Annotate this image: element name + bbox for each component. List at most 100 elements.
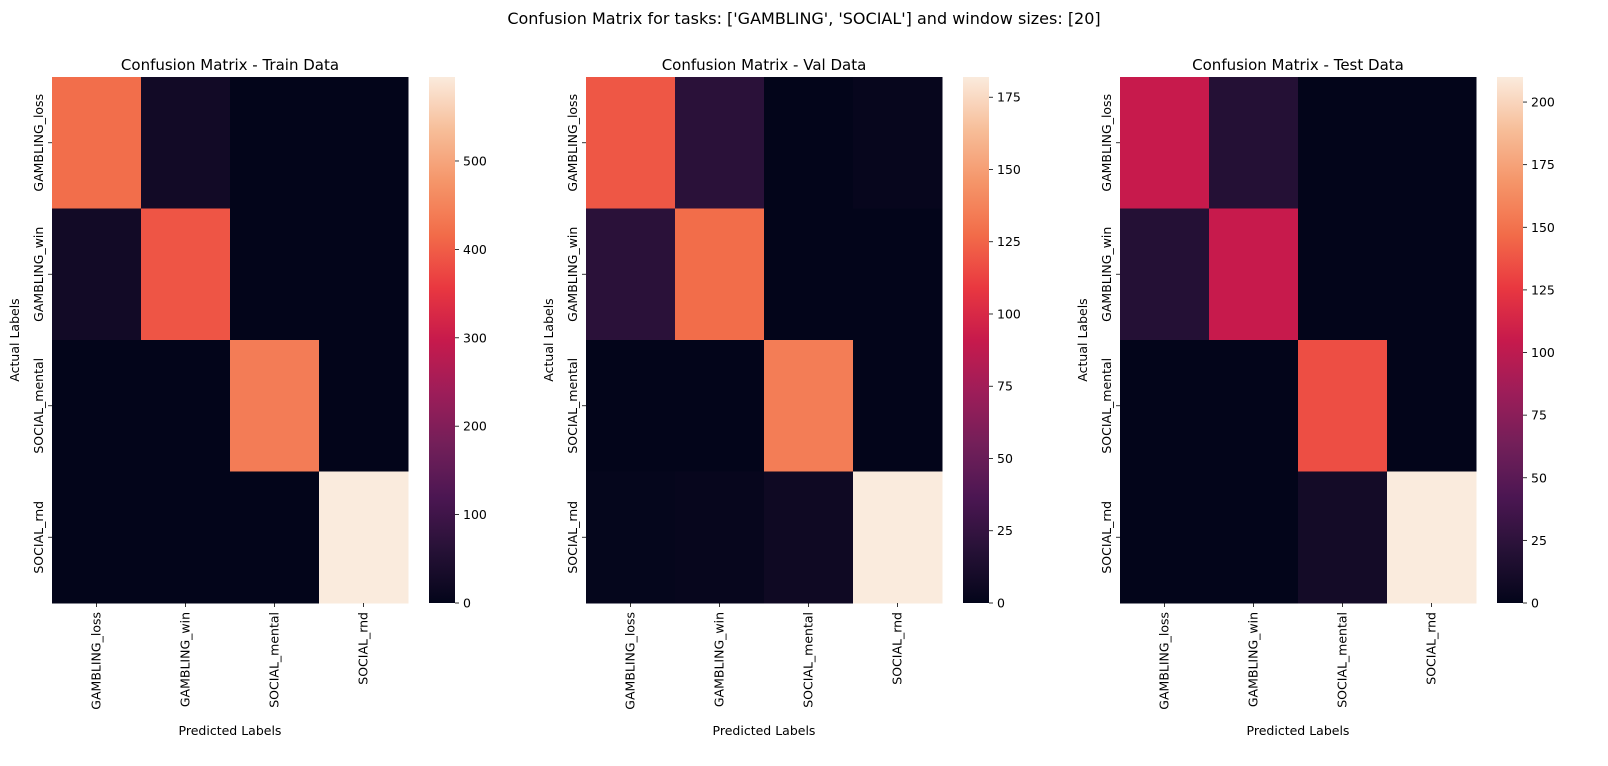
colorbar-tick-label: 200 — [1531, 95, 1555, 110]
heatmap-panel-3: Confusion Matrix - Test Data GAMBLING_los… — [1075, 56, 1555, 738]
colorbar-tick-label: 0 — [463, 596, 471, 611]
heatmap-cell — [1209, 208, 1299, 341]
heatmap-cell — [1387, 340, 1477, 472]
y-tick-label: GAMBLING_loss — [1099, 94, 1114, 192]
heatmap-cell — [586, 340, 676, 472]
colorbar-tick-label: 200 — [463, 419, 487, 434]
heatmap-cell — [1209, 77, 1299, 209]
heatmap-cell — [1120, 471, 1210, 604]
heatmap-cell — [853, 471, 943, 604]
y-tick-label: GAMBLING_loss — [31, 94, 46, 192]
heatmap-cell — [141, 471, 231, 604]
colorbar-tick-label: 150 — [997, 162, 1021, 177]
colorbar-tick-label: 75 — [997, 379, 1013, 394]
y-tick-label: GAMBLING_win — [565, 227, 580, 322]
y-tick-label: SOCIAL_mental — [565, 358, 580, 454]
heatmap-cell — [230, 340, 320, 472]
heatmap-cell — [675, 340, 765, 472]
x-axis-label: Predicted Labels — [1247, 723, 1350, 738]
heatmap-panels: Confusion Matrix - Train Data GAMBLING_lo… — [7, 56, 1555, 738]
y-tick-label: SOCIAL_mental — [31, 358, 46, 454]
heatmap-cell — [141, 208, 231, 341]
heatmap-cell — [1209, 340, 1299, 472]
heatmap-cell — [764, 208, 854, 341]
heatmap-cell — [1298, 208, 1388, 341]
heatmap-cell — [141, 77, 231, 209]
heatmap-cell — [586, 471, 676, 604]
heatmap-cell — [1298, 77, 1388, 209]
y-axis-label: Actual Labels — [541, 298, 556, 381]
x-tick-label: SOCIAL_mental — [1335, 612, 1350, 708]
colorbar-tick-label: 125 — [1531, 282, 1555, 297]
x-tick-label: GAMBLING_loss — [89, 612, 104, 710]
heatmap-cell — [586, 77, 676, 209]
colorbar-tick-label: 125 — [997, 234, 1021, 249]
panel-title: Confusion Matrix - Train Data — [121, 56, 339, 74]
x-tick-label: GAMBLING_win — [1246, 612, 1261, 707]
heatmap-cell — [319, 340, 409, 472]
colorbar — [963, 77, 989, 603]
colorbar-tick-label: 300 — [463, 330, 487, 345]
colorbar-tick-label: 500 — [463, 153, 487, 168]
y-axis-label: Actual Labels — [1075, 298, 1090, 381]
panel-title: Confusion Matrix - Test Data — [1192, 56, 1404, 74]
x-tick-label: GAMBLING_win — [712, 612, 727, 707]
heatmap-cell — [675, 77, 765, 209]
heatmap-cell — [1298, 340, 1388, 472]
x-tick-label: SOCIAL_mental — [801, 612, 816, 708]
x-tick-label: SOCIAL_rnd — [1424, 612, 1439, 685]
heatmap-cell — [1120, 208, 1210, 341]
y-tick-label: SOCIAL_rnd — [1099, 501, 1114, 574]
heatmap-cell — [319, 471, 409, 604]
colorbar-tick-label: 50 — [1531, 470, 1547, 485]
colorbar-tick-label: 100 — [1531, 345, 1555, 360]
heatmap-cell — [230, 471, 320, 604]
y-tick-label: GAMBLING_win — [1099, 227, 1114, 322]
heatmap-panel-2: Confusion Matrix - Val Data GAMBLING_loss… — [541, 56, 1021, 738]
heatmap-cell — [1387, 77, 1477, 209]
y-tick-label: SOCIAL_rnd — [31, 501, 46, 574]
colorbar-tick-label: 175 — [1531, 157, 1555, 172]
x-axis-label: Predicted Labels — [179, 723, 282, 738]
heatmap-cell — [52, 208, 142, 341]
heatmap-cell — [230, 208, 320, 341]
heatmap-cell — [1298, 471, 1388, 604]
heatmap-panel-1: Confusion Matrix - Train Data GAMBLING_lo… — [7, 56, 487, 738]
heatmap-cell — [1387, 208, 1477, 341]
colorbar-tick-label: 0 — [997, 596, 1005, 611]
colorbar-tick-label: 25 — [1531, 533, 1547, 548]
x-axis-label: Predicted Labels — [713, 723, 816, 738]
y-tick-label: SOCIAL_mental — [1099, 358, 1114, 454]
heatmap-cell — [675, 208, 765, 341]
colorbar-tick-label: 100 — [997, 306, 1021, 321]
heatmap-cell — [52, 77, 142, 209]
heatmap-cell — [675, 471, 765, 604]
heatmap-cell — [1209, 471, 1299, 604]
colorbar — [1497, 77, 1523, 603]
x-tick-label: SOCIAL_rnd — [356, 612, 371, 685]
x-tick-label: GAMBLING_loss — [1157, 612, 1172, 710]
heatmap-cell — [586, 208, 676, 341]
heatmap-cell — [141, 340, 231, 472]
heatmap-cell — [853, 340, 943, 472]
heatmap-cell — [764, 77, 854, 209]
x-tick-label: SOCIAL_rnd — [890, 612, 905, 685]
colorbar-tick-label: 25 — [997, 523, 1013, 538]
colorbar-tick-label: 400 — [463, 242, 487, 257]
x-tick-label: SOCIAL_mental — [267, 612, 282, 708]
y-tick-label: SOCIAL_rnd — [565, 501, 580, 574]
y-tick-label: GAMBLING_win — [31, 227, 46, 322]
colorbar-tick-label: 75 — [1531, 408, 1547, 423]
colorbar-tick-label: 50 — [997, 451, 1013, 466]
colorbar-tick-label: 175 — [997, 90, 1021, 105]
heatmap-cell — [1120, 77, 1210, 209]
heatmap-cell — [52, 471, 142, 604]
figure-title: Confusion Matrix for tasks: ['GAMBLING',… — [507, 9, 1100, 28]
y-tick-label: GAMBLING_loss — [565, 94, 580, 192]
heatmap-cell — [764, 340, 854, 472]
heatmap-cell — [319, 208, 409, 341]
heatmap-cell — [319, 77, 409, 209]
colorbar-tick-label: 0 — [1531, 596, 1539, 611]
heatmap-cell — [853, 208, 943, 341]
